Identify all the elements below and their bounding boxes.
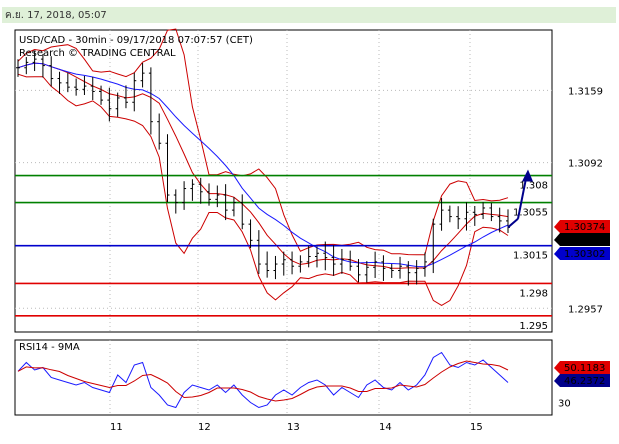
x-tick-label: 13 [287,422,300,433]
upper-band [17,28,509,256]
rsi-badge-pointer [554,374,560,387]
price-levels: 1.308 1.3055 1.3015 1.298 1.295 [15,174,552,332]
price-badge-pointer [554,233,560,246]
x-tick-label: 14 [379,422,392,433]
rsi-tick-label: 30 [558,399,571,410]
rsi-badge-label: 46.2372 [564,376,605,387]
grid-lines [15,30,552,415]
price-badge-pointer [554,247,560,260]
rsi-panel-border [14,339,553,416]
price-badge-label: 1.30374 [564,222,605,233]
price-badge [560,220,610,233]
level-label-resistance: 1.3055 [513,208,548,219]
price-badge [560,247,610,260]
date-header-bar: ค.ย. 17, 2018, 05:07 [2,7,616,23]
axis-labels: 11 12 13 14 15 1.3159 1.3092 1.2957 30 1.30374 1.3… [110,86,610,433]
y-tick-label: 1.3092 [568,159,603,170]
middle-band [17,62,509,269]
y-tick-label: 1.2957 [568,304,603,315]
rsi-line [17,351,509,409]
rsi-title: RSI14 - 9MA [19,342,80,353]
price-badge-pointer [554,220,560,233]
projection-arrow-head [522,169,533,182]
rsi-badge [560,374,610,387]
lower-band [17,73,509,306]
level-label-support: 1.298 [519,288,548,299]
price-badge-label: 1.30302 [564,249,605,260]
moving-average [17,62,509,268]
chart-frame [14,29,553,416]
level-label-pivot: 1.3015 [513,251,548,262]
chart-title: USD/CAD - 30min - 09/17/2018 07:07:57 (C… [19,35,253,46]
level-label-resistance: 1.308 [519,181,548,192]
header-datetime: ค.ย. 17, 2018, 05:07 [5,10,107,21]
rsi-series [17,351,509,409]
chart-subtitle: Research © TRADING CENTRAL [19,48,176,59]
price-badge [560,233,610,246]
level-label-support: 1.295 [519,321,548,332]
projection-arrow-shaft [507,217,519,229]
main-panel-border [14,29,553,333]
x-tick-label: 15 [470,422,483,433]
x-tick-label: 12 [198,422,211,433]
rsi-ma-line [17,360,509,402]
rsi-badge [560,361,610,374]
rsi-badge-label: 50.1183 [564,363,605,374]
rsi-badge-pointer [554,361,560,374]
bollinger-bands [17,28,509,306]
x-tick-label: 11 [110,422,123,433]
y-tick-label: 1.3159 [568,86,603,97]
price-badge-label: 1.30325 [564,235,605,246]
price-series [16,50,533,286]
